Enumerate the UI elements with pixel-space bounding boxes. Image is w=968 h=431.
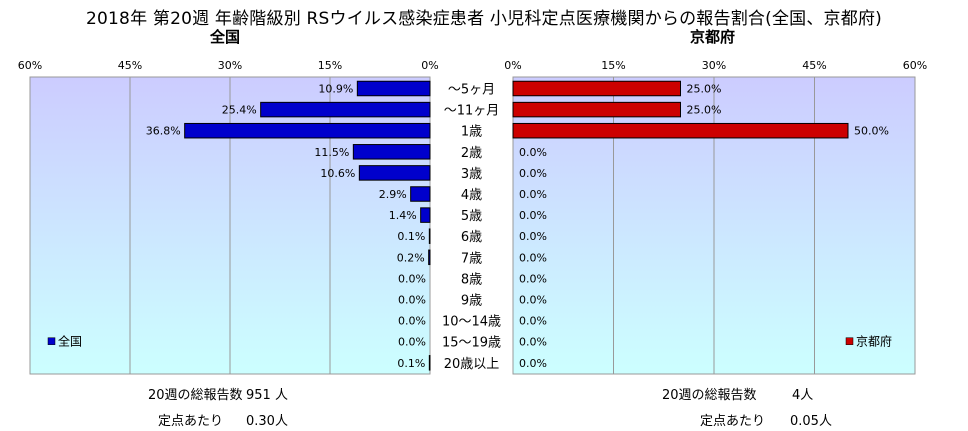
national-bar <box>184 122 431 139</box>
category-label: 6歳 <box>461 230 482 245</box>
kyoto-data-label: 25.0% <box>687 104 722 117</box>
kyoto-data-label: 0.0% <box>519 188 547 201</box>
national-x-tick-label: 30% <box>218 59 242 72</box>
kyoto-data-label: 0.0% <box>519 209 547 222</box>
national-bar <box>358 165 431 181</box>
national-legend-swatch <box>47 337 56 345</box>
category-label: 2歳 <box>461 146 482 161</box>
kyoto-data-label: 0.0% <box>519 146 547 159</box>
kyoto-data-label: 0.0% <box>519 167 547 180</box>
kyoto-legend-label: 京都府 <box>856 334 892 349</box>
kyoto-x-tick-label: 45% <box>802 59 826 72</box>
national-bar <box>410 186 431 202</box>
chart-title: 2018年 第20週 年齢階級別 RSウイルス感染症患者 小児科定点医療機関から… <box>86 9 882 29</box>
kyoto-data-label: 0.0% <box>519 251 547 264</box>
national-data-label: 2.9% <box>379 188 407 201</box>
kyoto-panel-title: 京都府 <box>690 28 736 46</box>
national-legend-label: 全国 <box>58 334 82 349</box>
national-x-tick-label: 15% <box>318 59 342 72</box>
national-data-label: 0.0% <box>398 336 426 349</box>
category-label: 8歳 <box>461 272 482 287</box>
kyoto-data-label: 0.0% <box>519 336 547 349</box>
category-label: 5歳 <box>461 209 482 224</box>
national-bar <box>260 101 431 118</box>
kyoto-bar <box>512 101 681 118</box>
national-x-tick-label: 0% <box>421 59 438 72</box>
national-data-label: 25.4% <box>222 104 257 117</box>
kyoto-bar <box>512 122 849 139</box>
category-label: 10～14歳 <box>442 315 501 330</box>
national-per-label: 定点あたり <box>158 414 224 429</box>
national-total-label: 20週の総報告数 <box>148 388 243 403</box>
kyoto-x-tick-label: 30% <box>702 59 726 72</box>
national-data-label: 0.1% <box>397 357 425 370</box>
national-data-label: 0.1% <box>397 230 425 243</box>
category-label: ～5ヶ月 <box>448 83 495 98</box>
kyoto-data-label: 0.0% <box>519 357 547 370</box>
kyoto-data-label: 50.0% <box>854 125 889 138</box>
category-label: 1歳 <box>461 125 482 140</box>
national-data-label: 0.0% <box>398 272 426 285</box>
national-data-label: 1.4% <box>389 209 417 222</box>
national-bar <box>428 355 431 371</box>
kyoto-data-label: 0.0% <box>519 230 547 243</box>
national-x-tick-label: 45% <box>118 59 142 72</box>
kyoto-x-tick-label: 0% <box>504 59 521 72</box>
national-bar <box>428 249 431 266</box>
category-label: 9歳 <box>461 294 482 309</box>
kyoto-total-label: 20週の総報告数 <box>662 388 757 403</box>
national-x-tick-label: 60% <box>18 59 42 72</box>
national-data-label: 10.9% <box>318 83 353 96</box>
kyoto-data-label: 0.0% <box>519 315 547 328</box>
national-data-label: 10.6% <box>320 167 355 180</box>
kyoto-data-label: 25.0% <box>687 83 722 96</box>
national-data-label: 36.8% <box>146 125 181 138</box>
national-bar <box>356 80 431 97</box>
national-bar <box>420 207 431 223</box>
kyoto-per-label: 定点あたり <box>700 414 766 429</box>
national-total-value: 951 人 <box>246 388 288 403</box>
national-bar <box>352 144 431 160</box>
kyoto-legend-swatch <box>845 337 854 345</box>
kyoto-bar <box>512 80 681 97</box>
category-label: 7歳 <box>461 251 482 266</box>
kyoto-per-value: 0.05人 <box>790 414 832 429</box>
kyoto-x-tick-label: 60% <box>903 59 927 72</box>
national-per-value: 0.30人 <box>246 414 288 429</box>
kyoto-data-label: 0.0% <box>519 272 547 285</box>
kyoto-x-tick-label: 15% <box>601 59 625 72</box>
category-label: 4歳 <box>461 188 482 203</box>
national-data-label: 11.5% <box>314 146 349 159</box>
national-panel-title: 全国 <box>210 28 241 46</box>
national-data-label: 0.0% <box>398 294 426 307</box>
national-data-label: 0.2% <box>397 251 425 264</box>
category-label: 15～19歳 <box>442 336 501 351</box>
category-label: 20歳以上 <box>444 357 500 372</box>
national-data-label: 0.0% <box>398 315 426 328</box>
category-label: ～11ヶ月 <box>444 104 500 119</box>
category-label: 3歳 <box>461 167 482 182</box>
national-bar <box>428 228 431 244</box>
kyoto-total-value: 4人 <box>792 388 814 403</box>
kyoto-data-label: 0.0% <box>519 294 547 307</box>
